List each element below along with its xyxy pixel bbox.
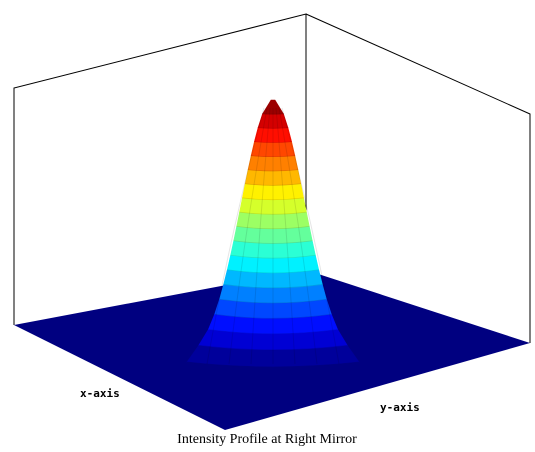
surface-band-edge	[245, 183, 301, 186]
surface-facet-line	[278, 107, 318, 365]
surface-band-edge	[230, 254, 316, 259]
back-walls	[13, 13, 531, 343]
intensity-peak-surface	[186, 99, 360, 368]
surface-band-edge	[219, 298, 327, 304]
surface-band-edge	[248, 169, 298, 172]
surface-band-edge	[239, 211, 307, 215]
right-back-wall	[305, 13, 531, 343]
surface-band-edge	[251, 155, 295, 158]
x-axis-label: x-axis	[80, 387, 120, 400]
surface-band	[262, 99, 284, 115]
surface-facet-line	[250, 107, 271, 365]
surface-band-edge	[186, 361, 360, 368]
surface-band-edge	[198, 344, 348, 351]
surface-band-edge	[258, 127, 288, 129]
y-axis-label: y-axis	[380, 401, 420, 414]
surface-band-edge	[233, 240, 313, 244]
surface-facet-line	[275, 107, 296, 365]
surface-facet-line	[228, 107, 268, 365]
surface-facet-line	[281, 107, 340, 365]
surface-band-edge	[236, 226, 310, 230]
surface-facet-line	[206, 107, 265, 365]
left-back-wall	[13, 13, 307, 325]
surface-band-edge	[214, 313, 332, 319]
surface-band-edge	[227, 269, 319, 274]
chart-title: Intensity Profile at Right Mirror	[177, 432, 357, 447]
surface-band-edge	[223, 284, 323, 289]
surface-band-edge	[254, 141, 292, 143]
surface-band-edge	[242, 197, 304, 201]
surface-band-edge	[208, 329, 338, 335]
